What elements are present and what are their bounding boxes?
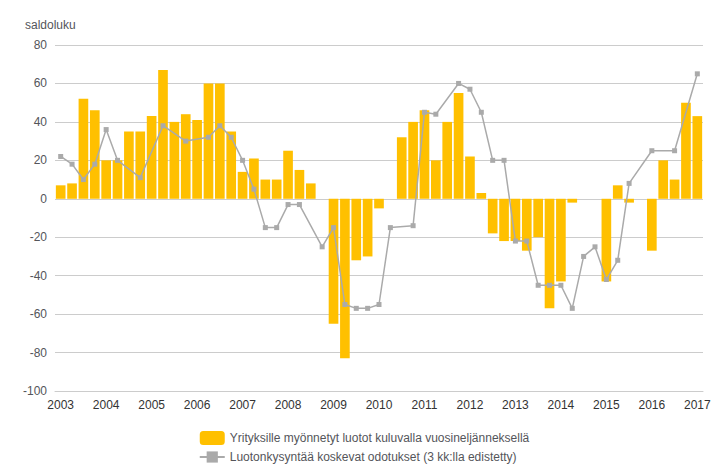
svg-text:2011: 2011 bbox=[412, 398, 438, 412]
svg-text:2004: 2004 bbox=[93, 398, 120, 412]
svg-text:60: 60 bbox=[34, 76, 48, 90]
svg-text:-100: -100 bbox=[23, 384, 47, 398]
svg-text:80: 80 bbox=[34, 38, 48, 52]
svg-text:-80: -80 bbox=[30, 346, 48, 360]
svg-text:2006: 2006 bbox=[184, 398, 211, 412]
svg-text:2007: 2007 bbox=[229, 398, 256, 412]
svg-text:Luotonkysyntää koskevat odotuk: Luotonkysyntää koskevat odotukset (3 kk:… bbox=[230, 450, 517, 464]
svg-text:2013: 2013 bbox=[502, 398, 529, 412]
svg-text:2009: 2009 bbox=[320, 398, 347, 412]
svg-text:2008: 2008 bbox=[275, 398, 302, 412]
svg-text:2010: 2010 bbox=[366, 398, 393, 412]
svg-text:-40: -40 bbox=[30, 269, 48, 283]
svg-text:2016: 2016 bbox=[638, 398, 665, 412]
svg-text:-20: -20 bbox=[30, 230, 48, 244]
svg-text:2015: 2015 bbox=[593, 398, 620, 412]
svg-text:0: 0 bbox=[40, 192, 47, 206]
svg-text:2017: 2017 bbox=[684, 398, 711, 412]
svg-text:2012: 2012 bbox=[457, 398, 484, 412]
svg-text:40: 40 bbox=[34, 115, 48, 129]
svg-text:2003: 2003 bbox=[47, 398, 74, 412]
svg-text:2014: 2014 bbox=[548, 398, 575, 412]
svg-text:-60: -60 bbox=[30, 307, 48, 321]
svg-text:saldoluku: saldoluku bbox=[25, 18, 76, 32]
svg-text:2005: 2005 bbox=[138, 398, 165, 412]
svg-text:20: 20 bbox=[34, 153, 48, 167]
svg-text:Yrityksille myönnetyt luotot k: Yrityksille myönnetyt luotot kuluvalla v… bbox=[230, 431, 530, 445]
